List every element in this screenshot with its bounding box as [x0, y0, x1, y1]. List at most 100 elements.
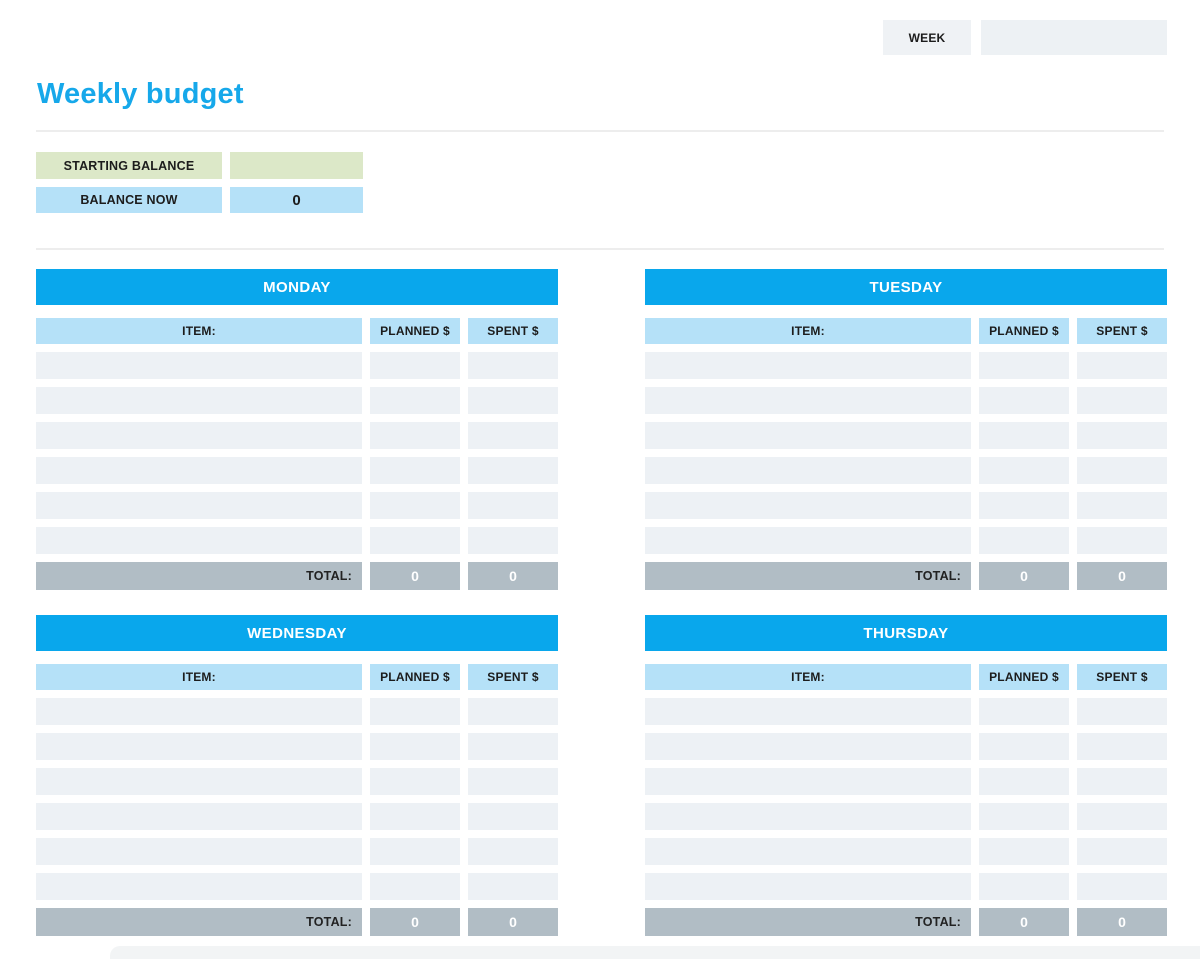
planned-cell[interactable]	[979, 838, 1069, 865]
planned-cell[interactable]	[979, 733, 1069, 760]
planned-cell[interactable]	[370, 492, 460, 519]
total-label: TOTAL:	[36, 908, 362, 936]
planned-cell[interactable]	[370, 698, 460, 725]
spent-cell[interactable]	[468, 422, 558, 449]
planned-cell[interactable]	[979, 422, 1069, 449]
spent-cell[interactable]	[1077, 873, 1167, 900]
table-row	[645, 803, 1167, 830]
planned-cell[interactable]	[370, 873, 460, 900]
col-header-item: ITEM:	[36, 318, 362, 344]
item-cell[interactable]	[645, 352, 971, 379]
starting-balance-value-cell[interactable]	[230, 152, 363, 179]
table-row	[645, 352, 1167, 379]
spent-cell[interactable]	[468, 387, 558, 414]
item-cell[interactable]	[36, 698, 362, 725]
item-cell[interactable]	[645, 873, 971, 900]
item-cell[interactable]	[36, 768, 362, 795]
item-cell[interactable]	[36, 873, 362, 900]
item-cell[interactable]	[36, 492, 362, 519]
item-cell[interactable]	[645, 527, 971, 554]
item-cell[interactable]	[645, 768, 971, 795]
item-cell[interactable]	[645, 422, 971, 449]
table-row	[645, 527, 1167, 554]
spent-cell[interactable]	[1077, 768, 1167, 795]
item-cell[interactable]	[36, 527, 362, 554]
col-header-planned: PLANNED $	[979, 664, 1069, 690]
planned-cell[interactable]	[370, 457, 460, 484]
total-spent-value: 0	[468, 562, 558, 590]
planned-cell[interactable]	[370, 838, 460, 865]
item-cell[interactable]	[645, 803, 971, 830]
planned-cell[interactable]	[979, 387, 1069, 414]
item-cell[interactable]	[645, 457, 971, 484]
planned-cell[interactable]	[979, 768, 1069, 795]
spent-cell[interactable]	[468, 457, 558, 484]
spent-cell[interactable]	[468, 838, 558, 865]
spent-cell[interactable]	[1077, 422, 1167, 449]
col-header-spent: SPENT $	[468, 318, 558, 344]
spent-cell[interactable]	[1077, 698, 1167, 725]
spent-cell[interactable]	[468, 873, 558, 900]
spent-cell[interactable]	[1077, 527, 1167, 554]
day-table-monday: MONDAY ITEM: PLANNED $ SPENT $ TOTAL: 0 …	[36, 269, 558, 590]
spent-cell[interactable]	[468, 492, 558, 519]
planned-cell[interactable]	[979, 873, 1069, 900]
spent-cell[interactable]	[1077, 457, 1167, 484]
table-row	[36, 768, 558, 795]
table-row	[645, 698, 1167, 725]
item-cell[interactable]	[645, 492, 971, 519]
planned-cell[interactable]	[979, 352, 1069, 379]
item-cell[interactable]	[645, 698, 971, 725]
spent-cell[interactable]	[468, 352, 558, 379]
spent-cell[interactable]	[1077, 387, 1167, 414]
spent-cell[interactable]	[468, 698, 558, 725]
total-label: TOTAL:	[645, 908, 971, 936]
item-cell[interactable]	[645, 733, 971, 760]
planned-cell[interactable]	[370, 803, 460, 830]
day-table-thursday: THURSDAY ITEM: PLANNED $ SPENT $ TOTAL: …	[645, 615, 1167, 936]
planned-cell[interactable]	[979, 803, 1069, 830]
total-planned-value: 0	[370, 562, 460, 590]
table-row	[645, 768, 1167, 795]
spent-cell[interactable]	[1077, 492, 1167, 519]
planned-cell[interactable]	[370, 387, 460, 414]
spent-cell[interactable]	[468, 733, 558, 760]
planned-cell[interactable]	[979, 527, 1069, 554]
item-cell[interactable]	[36, 838, 362, 865]
planned-cell[interactable]	[370, 422, 460, 449]
col-header-item: ITEM:	[645, 664, 971, 690]
col-header-item: ITEM:	[645, 318, 971, 344]
planned-cell[interactable]	[979, 457, 1069, 484]
planned-cell[interactable]	[370, 768, 460, 795]
spent-cell[interactable]	[468, 803, 558, 830]
item-cell[interactable]	[36, 352, 362, 379]
week-value-cell[interactable]	[981, 20, 1167, 55]
page-bottom-edge	[110, 946, 1200, 959]
item-cell[interactable]	[36, 387, 362, 414]
item-cell[interactable]	[36, 422, 362, 449]
planned-cell[interactable]	[370, 733, 460, 760]
table-body	[645, 698, 1167, 900]
day-table-tuesday: TUESDAY ITEM: PLANNED $ SPENT $ TOTAL: 0…	[645, 269, 1167, 590]
planned-cell[interactable]	[370, 527, 460, 554]
total-spent-value: 0	[1077, 908, 1167, 936]
item-cell[interactable]	[645, 838, 971, 865]
col-header-spent: SPENT $	[468, 664, 558, 690]
balance-now-label: BALANCE NOW	[36, 187, 222, 213]
item-cell[interactable]	[36, 457, 362, 484]
planned-cell[interactable]	[979, 698, 1069, 725]
table-row	[645, 422, 1167, 449]
spent-cell[interactable]	[1077, 352, 1167, 379]
planned-cell[interactable]	[370, 352, 460, 379]
item-cell[interactable]	[645, 387, 971, 414]
item-cell[interactable]	[36, 733, 362, 760]
spent-cell[interactable]	[1077, 803, 1167, 830]
planned-cell[interactable]	[979, 492, 1069, 519]
table-row	[36, 352, 558, 379]
spent-cell[interactable]	[468, 527, 558, 554]
item-cell[interactable]	[36, 803, 362, 830]
spent-cell[interactable]	[1077, 838, 1167, 865]
spent-cell[interactable]	[468, 768, 558, 795]
spent-cell[interactable]	[1077, 733, 1167, 760]
table-row	[36, 873, 558, 900]
